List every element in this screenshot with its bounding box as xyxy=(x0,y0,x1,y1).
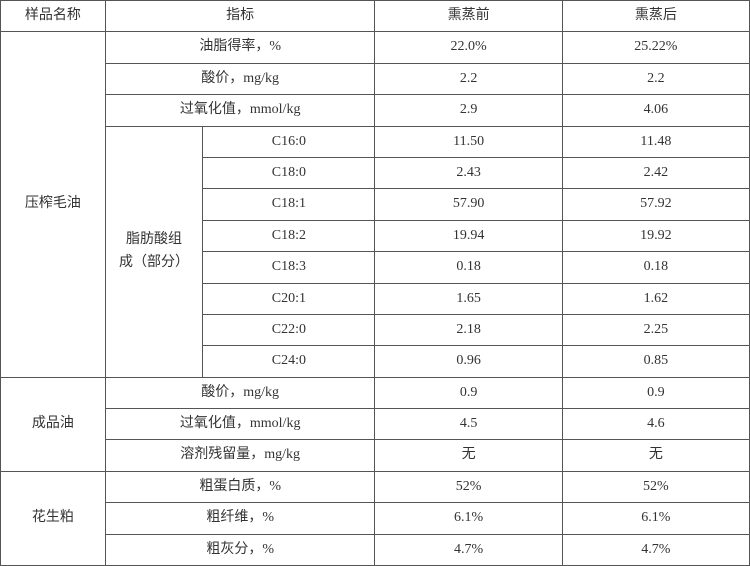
value-before: 0.9 xyxy=(375,377,562,408)
fatty-acid-group: 脂肪酸组 成（部分） xyxy=(105,126,202,377)
value-before: 6.1% xyxy=(375,503,562,534)
value-after: 2.25 xyxy=(562,314,749,345)
value-after: 52% xyxy=(562,471,749,502)
value-after: 无 xyxy=(562,440,749,471)
indicator-label: 粗纤维，% xyxy=(105,503,375,534)
indicator-label: 酸价，mg/kg xyxy=(105,377,375,408)
header-row: 样品名称 指标 熏蒸前 熏蒸后 xyxy=(1,1,750,32)
value-after: 25.22% xyxy=(562,32,749,63)
value-before: 19.94 xyxy=(375,220,562,251)
table-row: 过氧化值，mmol/kg 2.9 4.06 xyxy=(1,95,750,126)
value-after: 4.6 xyxy=(562,409,749,440)
data-table: 样品名称 指标 熏蒸前 熏蒸后 压榨毛油 油脂得率，% 22.0% 25.22%… xyxy=(0,0,750,566)
value-after: 19.92 xyxy=(562,220,749,251)
value-after: 1.62 xyxy=(562,283,749,314)
indicator-label: 过氧化值，mmol/kg xyxy=(105,409,375,440)
value-before: 2.43 xyxy=(375,157,562,188)
indicator-label: C18:1 xyxy=(203,189,375,220)
table-row: 压榨毛油 油脂得率，% 22.0% 25.22% xyxy=(1,32,750,63)
indicator-label: 过氧化值，mmol/kg xyxy=(105,95,375,126)
sample-crude: 压榨毛油 xyxy=(1,32,106,377)
value-after: 6.1% xyxy=(562,503,749,534)
value-before: 0.96 xyxy=(375,346,562,377)
indicator-label: C20:1 xyxy=(203,283,375,314)
value-before: 1.65 xyxy=(375,283,562,314)
header-indicator: 指标 xyxy=(105,1,375,32)
table-row: 粗灰分，% 4.7% 4.7% xyxy=(1,534,750,565)
value-before: 11.50 xyxy=(375,126,562,157)
value-after: 2.2 xyxy=(562,63,749,94)
value-after: 11.48 xyxy=(562,126,749,157)
indicator-label: 粗蛋白质，% xyxy=(105,471,375,502)
value-before: 57.90 xyxy=(375,189,562,220)
table-row: 过氧化值，mmol/kg 4.5 4.6 xyxy=(1,409,750,440)
value-before: 2.18 xyxy=(375,314,562,345)
sample-refined: 成品油 xyxy=(1,377,106,471)
header-after: 熏蒸后 xyxy=(562,1,749,32)
table-row: 酸价，mg/kg 2.2 2.2 xyxy=(1,63,750,94)
indicator-label: C24:0 xyxy=(203,346,375,377)
value-before: 4.5 xyxy=(375,409,562,440)
indicator-label: C18:2 xyxy=(203,220,375,251)
table-row: 脂肪酸组 成（部分） C16:0 11.50 11.48 xyxy=(1,126,750,157)
value-before: 2.2 xyxy=(375,63,562,94)
indicator-label: C18:0 xyxy=(203,157,375,188)
value-before: 0.18 xyxy=(375,252,562,283)
table-row: 粗纤维，% 6.1% 6.1% xyxy=(1,503,750,534)
indicator-label: 酸价，mg/kg xyxy=(105,63,375,94)
header-sample: 样品名称 xyxy=(1,1,106,32)
indicator-label: C18:3 xyxy=(203,252,375,283)
indicator-label: 粗灰分，% xyxy=(105,534,375,565)
value-after: 4.06 xyxy=(562,95,749,126)
indicator-label: 溶剂残留量，mg/kg xyxy=(105,440,375,471)
value-after: 0.85 xyxy=(562,346,749,377)
sample-meal: 花生粕 xyxy=(1,471,106,565)
indicator-label: 油脂得率，% xyxy=(105,32,375,63)
value-before: 2.9 xyxy=(375,95,562,126)
indicator-label: C22:0 xyxy=(203,314,375,345)
table-row: 溶剂残留量，mg/kg 无 无 xyxy=(1,440,750,471)
value-after: 4.7% xyxy=(562,534,749,565)
value-after: 2.42 xyxy=(562,157,749,188)
value-after: 0.18 xyxy=(562,252,749,283)
value-after: 0.9 xyxy=(562,377,749,408)
table-row: 成品油 酸价，mg/kg 0.9 0.9 xyxy=(1,377,750,408)
value-before: 52% xyxy=(375,471,562,502)
indicator-label: C16:0 xyxy=(203,126,375,157)
value-before: 22.0% xyxy=(375,32,562,63)
header-before: 熏蒸前 xyxy=(375,1,562,32)
table-row: 花生粕 粗蛋白质，% 52% 52% xyxy=(1,471,750,502)
value-after: 57.92 xyxy=(562,189,749,220)
value-before: 4.7% xyxy=(375,534,562,565)
value-before: 无 xyxy=(375,440,562,471)
